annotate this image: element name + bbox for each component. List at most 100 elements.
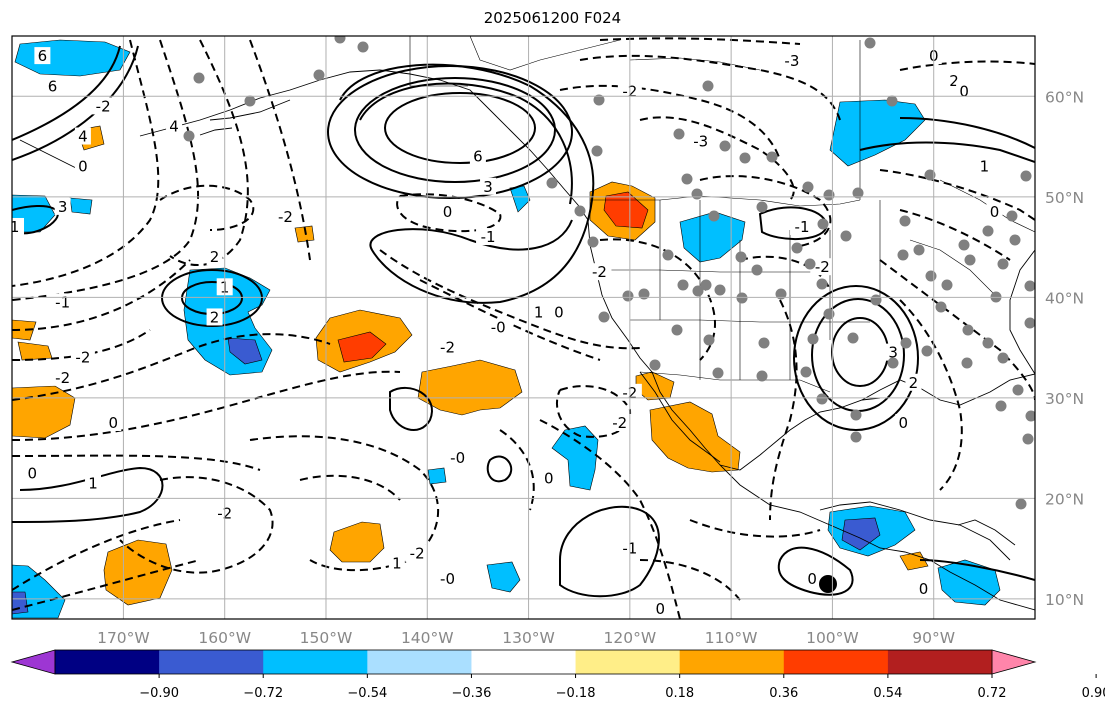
colorbar-tick-label: 0.90 — [1082, 686, 1105, 701]
contour-label: 1 — [980, 158, 990, 176]
lat-tick-label: 50°N — [1045, 189, 1084, 207]
colorbar-segment — [783, 650, 889, 674]
lon-tick-label: 150°W — [300, 629, 353, 647]
latitude-tick-labels: 60°N 50°N 40°N 30°N 20°N 10°N — [1045, 88, 1084, 609]
lat-tick-label: 30°N — [1045, 390, 1084, 408]
contour-label: -0 — [440, 570, 455, 588]
contour-label-bg — [895, 413, 912, 431]
contour-label: 2 — [909, 374, 919, 392]
contour-label-bg — [435, 338, 460, 356]
large-black-marker — [819, 575, 837, 593]
colorbar-extend-high — [991, 649, 1037, 675]
gridlines — [12, 36, 1035, 619]
shaded-field-positive — [12, 125, 929, 606]
contour-label: 6 — [38, 47, 48, 65]
lat-tick-label: 60°N — [1045, 88, 1084, 106]
colorbar-tick-label: −0.36 — [452, 686, 492, 701]
contour-label-bg — [74, 127, 91, 145]
contour-label-bg — [587, 263, 612, 281]
contour-label: 0 — [443, 203, 453, 221]
contour-label-bg — [469, 147, 486, 165]
lon-tick-label: 100°W — [806, 629, 859, 647]
contours-positive — [12, 45, 1035, 598]
contour-label-bg — [480, 177, 497, 195]
colorbar-tick-label: −0.72 — [243, 686, 283, 701]
contour-label: 1 — [534, 303, 544, 321]
colorbar-segment — [471, 650, 577, 674]
colorbar — [10, 649, 1037, 675]
contour-label-bg — [34, 47, 51, 65]
contour-label-bg — [530, 303, 547, 321]
contour-label-bg — [439, 202, 456, 220]
map-frame — [11, 35, 1036, 620]
lat-tick-label: 40°N — [1045, 289, 1084, 307]
colorbar-segment — [159, 650, 264, 674]
contour-label-bg — [476, 228, 501, 246]
contour-label: -2 — [96, 97, 111, 115]
contour-label-bg — [652, 599, 669, 617]
contour-label-bg — [405, 544, 430, 562]
colorbar-tick-label: 0.72 — [978, 686, 1007, 701]
contour-label-bg — [206, 248, 223, 266]
colorbar-segment — [679, 650, 785, 674]
contour-label-bg — [70, 348, 95, 366]
contour-label: 2 — [210, 308, 220, 326]
colorbar-tick-label: 0.36 — [769, 686, 798, 701]
contour-label-bg — [779, 52, 804, 70]
contour-label-bg — [44, 77, 61, 95]
contour-label-bg — [810, 258, 835, 276]
colorbar-segment — [887, 650, 993, 674]
colorbar-tick-label: −0.90 — [139, 686, 179, 701]
contour-label: 0 — [27, 464, 37, 482]
contour-label-bg — [74, 157, 91, 175]
contour-label-bg — [550, 303, 567, 321]
contour-label: 0 — [959, 82, 969, 100]
contour-label: -3 — [784, 52, 799, 70]
contour-label: -0 — [491, 319, 506, 337]
lon-tick-label: 170°W — [97, 629, 150, 647]
colorbar-tick-label: −0.54 — [347, 686, 387, 701]
contour-label-bg — [24, 464, 41, 482]
chart-title: 2025061200 F024 — [483, 9, 622, 27]
contour-label: 6 — [473, 148, 483, 166]
contour-label-bg — [540, 469, 557, 487]
contour-label: 0 — [78, 158, 88, 176]
colorbar-segment — [575, 650, 681, 674]
contour-label-bg — [790, 217, 815, 235]
contour-label: 0 — [919, 580, 929, 598]
contour-label: 3 — [58, 198, 68, 216]
contour-label: 3 — [888, 344, 898, 362]
lon-tick-label: 160°W — [198, 629, 251, 647]
contour-label: 2 — [949, 72, 959, 90]
contour-label: 0 — [109, 414, 119, 432]
contour-label: -0 — [450, 449, 465, 467]
colorbar-extend-low — [10, 649, 56, 675]
contour-label: 4 — [169, 117, 179, 135]
contour-label: -2 — [75, 349, 90, 367]
lon-tick-label: 110°W — [705, 629, 758, 647]
contour-label-bg — [388, 554, 405, 572]
colorbar-tick-label: −0.18 — [556, 686, 596, 701]
contour-label: 0 — [544, 469, 554, 487]
contour-label: 0 — [655, 600, 665, 618]
colorbar-tick-label: 0.18 — [665, 686, 694, 701]
contour-label: -2 — [612, 414, 627, 432]
colorbar-segment — [367, 650, 472, 674]
contour-label: 3 — [483, 178, 493, 196]
contour-label: -3 — [693, 133, 708, 151]
lon-tick-label: 140°W — [401, 629, 454, 647]
contour-label: -1 — [5, 218, 20, 236]
contour-label-bg — [206, 308, 223, 326]
contour-label: -1 — [55, 293, 70, 311]
contour-label-bg — [54, 197, 71, 215]
lon-tick-label: 130°W — [502, 629, 555, 647]
contour-label-bg — [976, 157, 993, 175]
contour-label: 0 — [899, 414, 909, 432]
contour-label: 0 — [554, 303, 564, 321]
colorbar-tick-labels: −0.90 −0.72 −0.54 −0.36 −0.18 0.18 0.36 0.54 0.7… — [139, 674, 1105, 701]
colorbar-frame — [54, 649, 993, 675]
colorbar-segment — [263, 650, 368, 674]
